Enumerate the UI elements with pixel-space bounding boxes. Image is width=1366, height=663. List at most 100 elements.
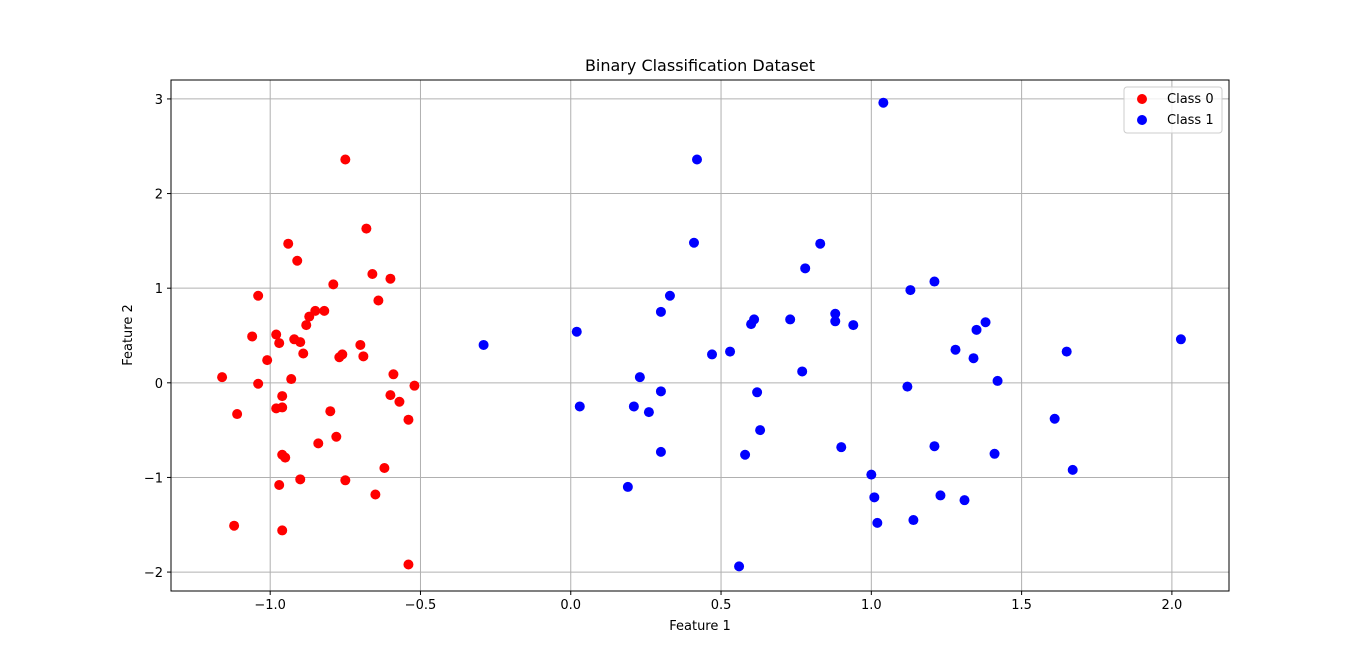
data-point-class-0 [328,279,339,290]
data-point-class-0 [295,337,306,348]
data-point-class-0 [283,238,294,249]
data-point-class-1 [905,285,916,296]
y-tick-label: 0 [155,377,163,392]
data-point-class-0 [286,374,297,385]
data-point-class-0 [280,452,291,463]
data-point-class-0 [277,402,288,413]
legend-marker-class-0 [1137,94,1147,104]
data-point-class-1 [746,319,757,330]
data-point-class-0 [319,305,330,316]
data-point-class-1 [830,316,841,327]
data-point-class-1 [968,353,979,364]
chart-title: Binary Classification Dataset [585,56,815,75]
data-point-class-1 [622,481,633,492]
data-point-class-0 [394,396,405,407]
data-point-class-1 [664,290,675,301]
data-point-class-0 [277,391,288,402]
data-point-class-1 [755,425,766,436]
data-point-class-1 [980,317,991,328]
data-point-class-1 [1061,346,1072,357]
data-point-class-1 [691,154,702,165]
x-tick-label: 2.0 [1162,598,1183,613]
data-point-class-0 [262,355,273,366]
data-point-class-1 [688,237,699,248]
y-axis-title: Feature 2 [121,304,136,366]
data-point-class-0 [388,369,399,380]
data-point-class-0 [403,414,414,425]
legend-marker-class-1 [1137,115,1147,125]
data-point-class-1 [571,326,582,337]
data-point-class-0 [385,273,396,284]
x-tick-label: 1.5 [1011,598,1032,613]
data-point-class-1 [655,306,666,317]
data-point-class-1 [1049,413,1060,424]
data-point-class-1 [866,469,877,480]
series-class-1 [478,97,1186,572]
data-point-class-0 [340,475,351,486]
x-tick-label: 0.5 [711,598,732,613]
data-point-class-0 [292,255,303,266]
data-point-class-0 [361,223,372,234]
data-point-class-0 [298,348,309,359]
data-point-class-0 [274,480,285,491]
data-point-class-1 [734,561,745,572]
data-point-class-1 [574,401,585,412]
data-point-class-0 [274,338,285,349]
data-point-class-1 [935,490,946,501]
data-point-class-1 [643,407,654,418]
data-point-class-1 [478,339,489,350]
data-point-class-0 [247,331,258,342]
data-point-class-1 [655,446,666,457]
data-point-class-1 [797,366,808,377]
data-point-class-1 [707,349,718,360]
data-point-class-0 [358,351,369,362]
y-tick-label: −1 [144,471,163,486]
y-tick-label: 3 [155,93,163,108]
data-point-class-1 [752,387,763,398]
data-point-class-1 [836,442,847,453]
plot-frame [170,79,1230,592]
data-point-class-0 [217,372,228,383]
x-tick-label: −0.5 [405,598,437,613]
data-point-class-0 [271,329,282,340]
data-point-class-0 [379,462,390,473]
legend-box [1123,86,1223,134]
data-point-class-0 [334,352,345,363]
data-point-class-0 [331,431,342,442]
legend-label-class-0: Class 0 [1167,92,1214,107]
data-point-class-0 [277,525,288,536]
data-point-class-0 [313,438,324,449]
ticks-layer: −1.0 −0.5 0.0 0.5 1.0 1.5 2.0 −2 −1 0 1 2 3 [144,93,1182,613]
data-point-class-0 [367,268,378,279]
data-point-class-0 [295,474,306,485]
data-point-class-1 [800,263,811,274]
y-tick-label: 2 [155,188,163,203]
data-point-class-1 [628,401,639,412]
data-point-class-1 [929,276,940,287]
data-point-class-0 [304,311,315,322]
legend-item-class-0: Class 0 [1137,92,1214,107]
data-point-class-0 [355,339,366,350]
data-point-class-1 [992,375,1003,386]
y-tick-label: −2 [144,566,163,581]
data-point-class-1 [908,515,919,526]
x-tick-label: −1.0 [254,598,286,613]
data-point-class-1 [902,381,913,392]
data-point-class-1 [1067,464,1078,475]
data-point-class-0 [253,290,264,301]
data-point-class-1 [740,449,751,460]
data-point-class-1 [950,344,961,355]
y-tick-label: 1 [155,282,163,297]
legend: Class 0 Class 1 [1123,86,1223,134]
data-point-class-0 [373,295,384,306]
points-layer [217,97,1186,572]
series-class-0 [217,154,420,570]
data-point-class-1 [655,386,666,397]
data-point-class-1 [634,372,645,383]
x-axis-title: Feature 1 [669,619,731,634]
data-point-class-1 [929,441,940,452]
data-point-class-1 [830,308,841,319]
data-point-class-1 [785,314,796,325]
data-point-class-0 [409,380,420,391]
data-point-class-0 [403,559,414,570]
